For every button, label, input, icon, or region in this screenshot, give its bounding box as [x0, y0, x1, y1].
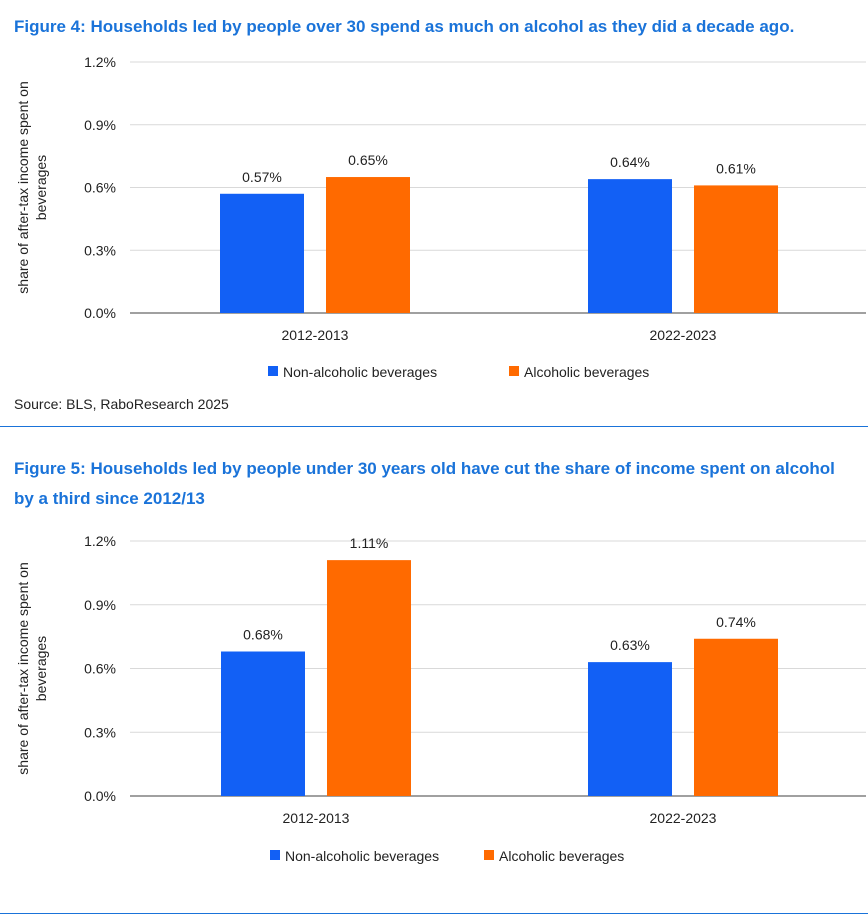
figure-5-chart: 0.0% 0.3% 0.6% 0.9% 1.2% share of after-tax i…	[15, 533, 866, 864]
y-tick-label: 1.2%	[84, 533, 116, 549]
data-label: 1.11%	[350, 535, 389, 551]
data-label: 0.74%	[716, 614, 756, 630]
y-tick-label: 0.6%	[84, 180, 116, 196]
x-tick-label: 2012-2013	[283, 810, 350, 826]
y-tick-label: 0.9%	[84, 117, 116, 133]
figure-4-title: Figure 4: Households led by people over …	[14, 17, 795, 36]
bar	[694, 185, 778, 313]
bar	[326, 177, 410, 313]
y-tick-label: 0.0%	[84, 788, 116, 804]
legend-label: Non-alcoholic beverages	[283, 364, 437, 380]
legend-label: Non-alcoholic beverages	[285, 848, 439, 864]
legend-label: Alcoholic beverages	[524, 364, 649, 380]
data-label: 0.61%	[716, 160, 756, 176]
y-tick-label: 1.2%	[84, 54, 116, 70]
bar	[588, 179, 672, 313]
legend-swatch	[270, 850, 280, 860]
y-tick-label: 0.3%	[84, 724, 116, 740]
data-label: 0.63%	[610, 637, 650, 653]
bottom-divider	[0, 913, 868, 914]
section-divider	[0, 426, 868, 427]
x-tick-label: 2022-2023	[650, 327, 717, 343]
y-tick-label: 0.9%	[84, 597, 116, 613]
legend-swatch	[268, 366, 278, 376]
y-tick-label: 0.3%	[84, 242, 116, 258]
bar	[694, 638, 778, 796]
bar	[327, 560, 411, 796]
data-label: 0.65%	[348, 152, 388, 168]
legend-label: Alcoholic beverages	[499, 848, 624, 864]
data-label: 0.64%	[610, 154, 650, 170]
legend-swatch	[484, 850, 494, 860]
legend-swatch	[509, 366, 519, 376]
x-tick-label: 2022-2023	[650, 810, 717, 826]
y-axis-label: share of after-tax income spent on bevera…	[15, 81, 49, 293]
bar	[221, 651, 305, 796]
bar	[588, 662, 672, 796]
figure-5-title: Figure 5: Households led by people under…	[14, 459, 835, 508]
data-label: 0.68%	[243, 627, 283, 643]
figure-4-chart: 0.0% 0.3% 0.6% 0.9% 1.2% share of after-tax i…	[15, 54, 866, 380]
y-axis-label: share of after-tax income spent on bevera…	[15, 562, 49, 774]
y-tick-label: 0.0%	[84, 305, 116, 321]
x-tick-label: 2012-2013	[282, 327, 349, 343]
figure-4-source: Source: BLS, RaboResearch 2025	[14, 396, 229, 412]
data-label: 0.57%	[242, 169, 282, 185]
bar	[220, 193, 304, 313]
y-tick-label: 0.6%	[84, 661, 116, 677]
